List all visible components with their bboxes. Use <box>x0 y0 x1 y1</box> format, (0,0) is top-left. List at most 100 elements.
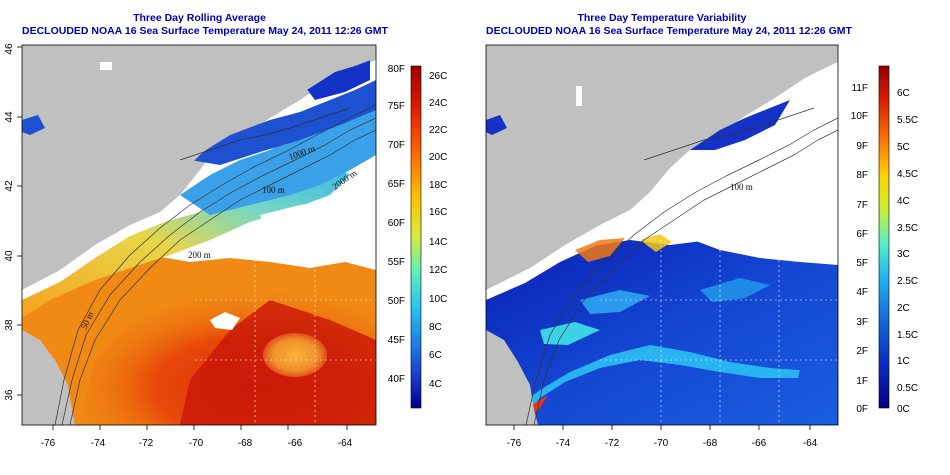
colorbar-c-label: 0C <box>897 404 910 415</box>
cape-land <box>486 330 538 425</box>
cloud-patch <box>260 200 376 250</box>
left-sst-map: 100 m 200 m 50 m 1000 m 2000 m <box>22 45 376 425</box>
colorbar-c-label: 6C <box>897 88 910 99</box>
left-y-tick: 46 <box>4 43 15 55</box>
lake <box>100 62 112 70</box>
mid-variability <box>580 290 650 314</box>
bay-water <box>22 115 45 135</box>
left-y-tick: 36 <box>4 389 15 401</box>
right-x-tick: -68 <box>703 438 718 449</box>
left-x-tick: -64 <box>338 438 353 449</box>
front-variability <box>510 345 800 420</box>
left-colorbar <box>410 65 422 409</box>
contour-label-100m: 100 m <box>730 182 753 192</box>
right-map-title: Three Day Temperature Variability DECLOU… <box>486 12 852 38</box>
left-x-tick: -70 <box>189 438 204 449</box>
bathymetry-contours <box>54 104 376 425</box>
colorbar-c-label: 18C <box>429 180 447 191</box>
colorbar-c-label: 20C <box>429 152 447 163</box>
colorbar-c-label: 22C <box>429 125 447 136</box>
left-title-line2: DECLOUDED NOAA 16 Sea Surface Temperatur… <box>22 25 388 37</box>
colorbar-c-label: 16C <box>429 207 447 218</box>
colorbar-c-label: 1C <box>897 356 910 367</box>
colorbar-f-label: 7F <box>856 200 868 211</box>
left-x-tick: -72 <box>139 438 154 449</box>
graticule <box>600 240 838 425</box>
colorbar-f-label: 75F <box>388 101 405 112</box>
left-colorbar-f-labels: 80F 75F 70F 65F 60F 55F 50F 45F 40F <box>388 64 405 385</box>
colorbar-f-label: 55F <box>388 257 405 268</box>
right-colorbar-f-labels: 11F 10F 9F 8F 7F 6F 5F 4F 3F 2F 1F 0F <box>851 83 868 415</box>
mid-variability <box>700 278 770 302</box>
cold-shelf-water <box>190 80 376 165</box>
cloud-patch <box>210 312 240 330</box>
colorbar-f-label: 50F <box>388 296 405 307</box>
left-y-axis <box>17 46 22 396</box>
colorbar-c-label: 8C <box>429 322 442 333</box>
right-title-line1: Three Day Temperature Variability <box>577 12 747 24</box>
cape-land <box>22 330 75 425</box>
lake <box>576 86 582 106</box>
colorbar-f-label: 60F <box>388 218 405 229</box>
right-colorbar <box>878 65 890 409</box>
colorbar-c-label: 4.5C <box>897 169 918 180</box>
cold-northern-water <box>300 60 370 100</box>
bay-water <box>486 115 507 135</box>
colorbar-f-label: 8F <box>856 170 868 181</box>
right-x-tick: -64 <box>803 438 818 449</box>
right-x-axis <box>513 425 811 430</box>
colorbar-c-label: 14C <box>429 237 447 248</box>
hot-spot <box>575 238 625 262</box>
colorbar-f-label: 11F <box>852 83 869 94</box>
colorbar-f-label: 10F <box>851 111 868 122</box>
coastline-land <box>22 45 376 275</box>
warm-eddy <box>263 333 327 377</box>
colorbar-f-label: 6F <box>856 229 868 240</box>
right-x-tick: -70 <box>654 438 669 449</box>
cloud-patch <box>680 195 838 265</box>
colorbar-c-label: 5.5C <box>897 115 918 126</box>
colorbar-c-label: 2.5C <box>897 276 918 287</box>
colorbar-f-label: 9F <box>856 141 868 152</box>
colorbar-f-label: 0F <box>856 404 868 415</box>
colorbar-c-label: 2C <box>897 303 910 314</box>
colorbar-c-label: 12C <box>429 265 447 276</box>
right-x-tick: -66 <box>752 438 767 449</box>
colorbar-c-label: 1.5C <box>897 330 918 341</box>
left-x-tick: -66 <box>288 438 303 449</box>
right-colorbar-c-labels: 6C 5.5C 5C 4.5C 4C 3.5C 3C 2.5C 2C 1.5C … <box>897 88 918 415</box>
colorbar-c-label: 10C <box>429 294 447 305</box>
colorbar-c-label: 3C <box>897 249 910 260</box>
bathymetry-contours <box>525 107 838 425</box>
colorbar-f-label: 5F <box>856 258 868 269</box>
right-x-tick: -76 <box>507 438 522 449</box>
left-map-frame <box>21 44 377 426</box>
colorbar-c-label: 4C <box>429 379 442 390</box>
colorbar-c-label: 5C <box>897 142 910 153</box>
warm-spot <box>640 234 672 252</box>
right-x-tick: -74 <box>556 438 571 449</box>
colorbar-c-label: 4C <box>897 196 910 207</box>
colorbar-f-label: 45F <box>388 335 405 346</box>
contour-label-200m: 200 m <box>188 250 211 260</box>
colorbar-f-label: 65F <box>388 179 405 190</box>
left-map-title: Three Day Rolling Average DECLOUDED NOAA… <box>22 12 388 38</box>
left-y-tick: 44 <box>4 111 15 123</box>
left-y-tick: 42 <box>4 180 15 192</box>
coastline-land <box>486 45 838 277</box>
right-variability-map: 100 m <box>486 45 838 425</box>
contour-label-100m: 100 m <box>262 185 285 195</box>
mid-variability <box>540 322 600 345</box>
colorbar-f-label: 1F <box>856 376 868 387</box>
colorbar-c-label: 3.5C <box>897 223 918 234</box>
slope-water <box>22 165 350 318</box>
colorbar-f-label: 70F <box>388 140 405 151</box>
right-x-tick: -72 <box>605 438 620 449</box>
left-y-tick: 38 <box>4 319 15 331</box>
shelf-water <box>180 105 376 215</box>
colorbar-f-label: 2F <box>856 346 868 357</box>
colorbar-c-label: 24C <box>429 98 447 109</box>
left-x-tick: -68 <box>238 438 253 449</box>
right-map-frame <box>485 44 839 426</box>
